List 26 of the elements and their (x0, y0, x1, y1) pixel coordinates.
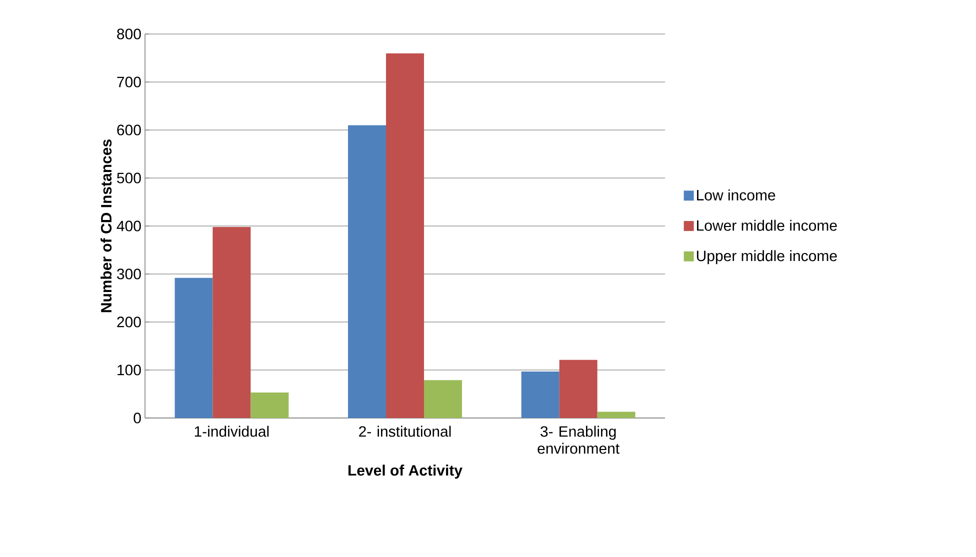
legend-label: Low income (697, 189, 776, 200)
bar (250, 392, 289, 418)
bar (348, 125, 386, 418)
legend-label: Upper middle income (696, 250, 837, 264)
y-tick-label: 300 (117, 268, 141, 280)
bar (424, 380, 462, 418)
y-tick-label: 200 (117, 316, 141, 328)
legend-label: Lower middle income (697, 220, 837, 231)
y-axis-title: Number of CD Instances (100, 140, 112, 312)
bar (521, 371, 560, 418)
x-axis-title: Level of Activity (348, 464, 462, 479)
x-tick-label: 2- institutional (359, 426, 451, 437)
y-tick-label: 500 (117, 172, 141, 184)
bar (174, 278, 213, 418)
bar (559, 360, 598, 418)
bar (212, 226, 251, 418)
y-tick-label: 0 (134, 412, 141, 424)
x-tick-label: 1-individual (194, 426, 269, 437)
y-tick-label: 400 (116, 220, 141, 232)
x-tick-label: 3- Enabling environment (538, 426, 620, 454)
y-tick-label: 700 (117, 76, 141, 88)
y-tick-label: 600 (117, 124, 141, 136)
bar (597, 412, 636, 418)
y-tick-label: 100 (118, 364, 141, 376)
y-tick-label: 800 (117, 28, 141, 40)
bar (386, 53, 424, 418)
